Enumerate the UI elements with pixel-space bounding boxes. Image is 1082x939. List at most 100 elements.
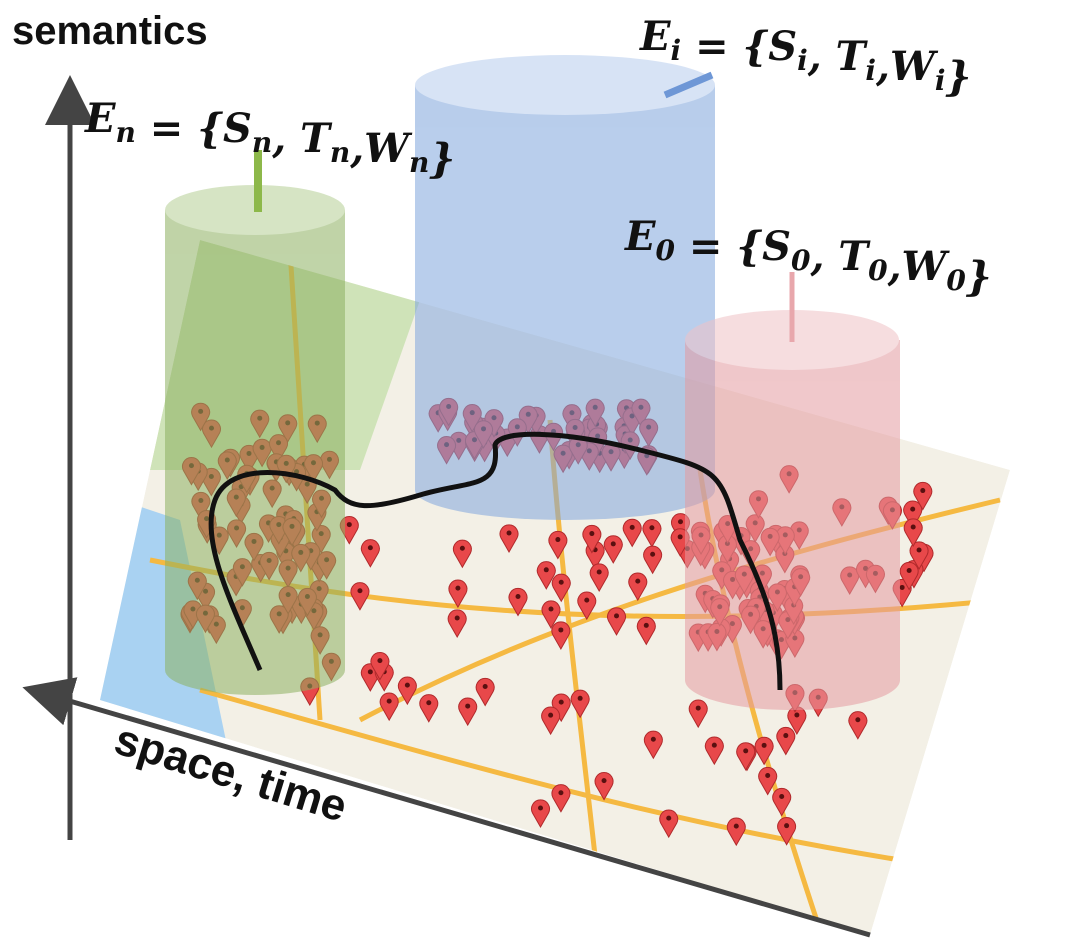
map-pin-dot xyxy=(465,704,470,709)
map-pin-dot xyxy=(650,552,655,557)
formula-part: E xyxy=(624,213,656,260)
map-pin-dot xyxy=(368,669,373,674)
map-pin-dot xyxy=(649,525,654,530)
map-pin-dot xyxy=(548,607,553,612)
map-pin-dot xyxy=(765,773,770,778)
cylinder-body xyxy=(165,210,345,695)
map-pin-dot xyxy=(555,537,560,542)
map-pin-dot xyxy=(405,683,410,688)
map-pin-dot xyxy=(762,743,767,748)
map-pin-dot xyxy=(907,568,912,573)
map-pin-dot xyxy=(548,713,553,718)
map-pin-dot xyxy=(377,658,382,663)
map-pin-dot xyxy=(734,824,739,829)
page: semantics space, time En = {Sn, Tn,Wn} E… xyxy=(0,0,1082,939)
formula-part: E xyxy=(639,13,671,60)
formula-part: , xyxy=(875,43,890,90)
map-pin-dot xyxy=(614,613,619,618)
map-pin-dot xyxy=(666,816,671,821)
map-pin-dot xyxy=(644,623,649,628)
map-pin-dot xyxy=(611,541,616,546)
map-pin-dot xyxy=(712,743,717,748)
map-pin-dot xyxy=(900,585,905,590)
map-pin-dot xyxy=(678,519,683,524)
formula-part: E xyxy=(84,95,116,142)
diagram: semantics space, time En = {Sn, Tn,Wn} E… xyxy=(0,0,1082,939)
cylinder-body xyxy=(685,340,900,710)
formula-subscript: i xyxy=(797,44,808,77)
map-pin-dot xyxy=(460,546,465,551)
map-pin-dot xyxy=(794,712,799,717)
map-pin-dot xyxy=(920,488,925,493)
map-pin-dot xyxy=(538,806,543,811)
formula-subscript: i xyxy=(671,34,682,67)
formula-part: , xyxy=(809,233,838,280)
formula-subscript: 0 xyxy=(868,254,888,287)
map-pin-dot xyxy=(630,525,635,530)
event-formula: En = {Sn, Tn,Wn} xyxy=(84,95,455,182)
map-pin-dot xyxy=(483,684,488,689)
map-pin-dot xyxy=(635,579,640,584)
cylinder-i xyxy=(415,55,715,520)
formula-part: S xyxy=(223,105,252,152)
map-pin-dot xyxy=(678,534,683,539)
formula-part: , xyxy=(807,33,836,80)
formula-part: W xyxy=(902,243,951,290)
formula-part: W xyxy=(364,125,413,172)
formula-part: T xyxy=(300,115,333,162)
map-pin-dot xyxy=(516,594,521,599)
map-pin-dot xyxy=(455,615,460,620)
cylinder-body xyxy=(415,85,715,520)
map-pin-dot xyxy=(855,717,860,722)
formula-part: , xyxy=(271,115,300,162)
map-pin-dot xyxy=(602,778,607,783)
formula-part: S xyxy=(768,23,797,70)
map-pin-dot xyxy=(558,627,563,632)
map-pin-dot xyxy=(387,699,392,704)
formula-subscript: n xyxy=(252,126,272,159)
map-pin-dot xyxy=(507,531,512,536)
map-pin-dot xyxy=(426,700,431,705)
map-pin-dot xyxy=(368,545,373,550)
map-pin-dot xyxy=(584,598,589,603)
map-pin-dot xyxy=(696,706,701,711)
formula-part: = { xyxy=(136,105,223,152)
cylinder-0 xyxy=(685,310,900,710)
map-pin-dot xyxy=(578,696,583,701)
formula-part: , xyxy=(349,125,364,172)
map-pin-dot xyxy=(455,586,460,591)
map-pin-dot xyxy=(743,748,748,753)
formula-subscript: 0 xyxy=(656,234,676,267)
map-pin-dot xyxy=(559,580,564,585)
map-pin-dot xyxy=(783,733,788,738)
formula-part: , xyxy=(887,243,902,290)
formula-subscript: i xyxy=(935,64,946,97)
vertical-axis-label: semantics xyxy=(12,9,208,53)
formula-part: } xyxy=(429,135,455,182)
map-pin-dot xyxy=(784,823,789,828)
map-pin-dot xyxy=(347,522,352,527)
map-pin-dot xyxy=(544,567,549,572)
formula-subscript: n xyxy=(330,136,350,169)
formula-subscript: n xyxy=(409,146,429,179)
map-pin-dot xyxy=(779,794,784,799)
cylinder-n xyxy=(165,185,345,695)
map-pin-dot xyxy=(558,790,563,795)
formula-part: S xyxy=(762,223,791,270)
map-pin-dot xyxy=(589,531,594,536)
formula-part: T xyxy=(838,233,871,280)
map-pin-dot xyxy=(911,525,916,530)
formula-part: } xyxy=(966,253,992,300)
formula-subscript: 0 xyxy=(946,264,966,297)
formula-part: = { xyxy=(681,23,768,70)
map-pin-dot xyxy=(357,588,362,593)
map-pin-dot xyxy=(910,507,915,512)
map-pin-dot xyxy=(597,569,602,574)
map-pin-dot xyxy=(651,737,656,742)
formula-subscript: i xyxy=(865,54,876,87)
formula-subscript: 0 xyxy=(791,244,811,277)
formula-part: W xyxy=(890,43,939,90)
map-pin-dot xyxy=(559,700,564,705)
formula-part: = { xyxy=(675,223,762,270)
formula-subscript: n xyxy=(116,116,136,149)
